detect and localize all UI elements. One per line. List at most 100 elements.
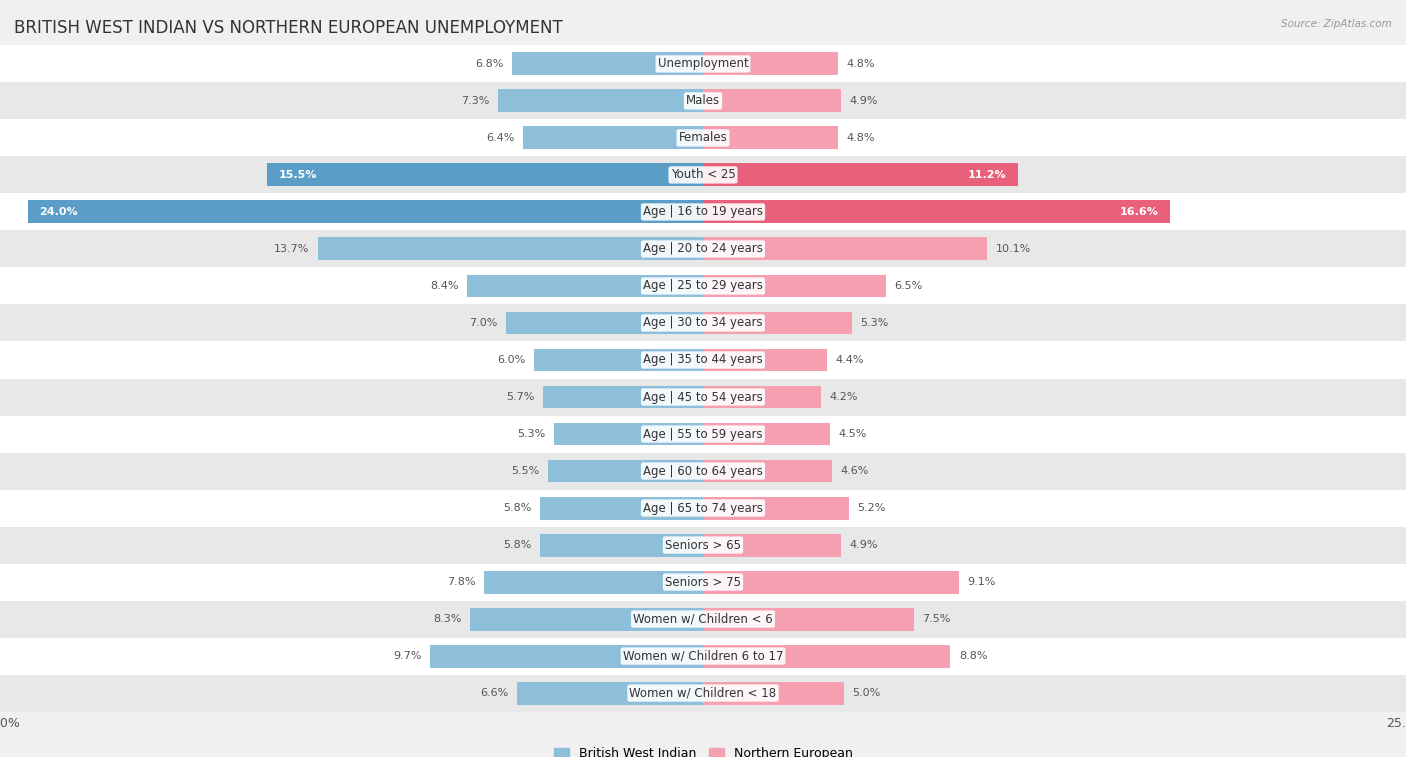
Bar: [703, 385, 821, 409]
Text: 5.3%: 5.3%: [860, 318, 889, 328]
Text: Age | 45 to 54 years: Age | 45 to 54 years: [643, 391, 763, 403]
Text: 7.5%: 7.5%: [922, 614, 950, 624]
Bar: [0, 83, 1406, 120]
Text: Females: Females: [679, 132, 727, 145]
Text: Age | 60 to 64 years: Age | 60 to 64 years: [643, 465, 763, 478]
Bar: [512, 52, 703, 76]
Bar: [0, 267, 1406, 304]
Text: Males: Males: [686, 95, 720, 107]
Text: 5.3%: 5.3%: [517, 429, 546, 439]
Bar: [703, 275, 886, 298]
Text: 9.1%: 9.1%: [967, 577, 995, 587]
Text: Age | 30 to 34 years: Age | 30 to 34 years: [643, 316, 763, 329]
Bar: [703, 238, 987, 260]
Bar: [470, 608, 703, 631]
Text: 16.6%: 16.6%: [1119, 207, 1159, 217]
Bar: [703, 681, 844, 705]
Text: 5.8%: 5.8%: [503, 503, 531, 513]
Bar: [703, 497, 849, 519]
Text: Seniors > 65: Seniors > 65: [665, 538, 741, 552]
Text: Age | 16 to 19 years: Age | 16 to 19 years: [643, 205, 763, 219]
Text: 4.5%: 4.5%: [838, 429, 866, 439]
Bar: [703, 312, 852, 335]
Bar: [703, 348, 827, 372]
Bar: [0, 637, 1406, 674]
Text: 6.0%: 6.0%: [498, 355, 526, 365]
Text: Source: ZipAtlas.com: Source: ZipAtlas.com: [1281, 19, 1392, 29]
Bar: [703, 534, 841, 556]
Text: 4.2%: 4.2%: [830, 392, 858, 402]
Text: Age | 20 to 24 years: Age | 20 to 24 years: [643, 242, 763, 255]
Text: 5.7%: 5.7%: [506, 392, 534, 402]
Bar: [517, 681, 703, 705]
Text: 5.0%: 5.0%: [852, 688, 880, 698]
Bar: [703, 608, 914, 631]
Bar: [703, 571, 959, 593]
Text: 4.8%: 4.8%: [846, 59, 875, 69]
Bar: [0, 45, 1406, 83]
Bar: [0, 674, 1406, 712]
Bar: [703, 52, 838, 76]
Text: Women w/ Children < 18: Women w/ Children < 18: [630, 687, 776, 699]
Text: Women w/ Children < 6: Women w/ Children < 6: [633, 612, 773, 625]
Text: 4.9%: 4.9%: [849, 96, 877, 106]
Bar: [0, 563, 1406, 600]
Text: 6.4%: 6.4%: [486, 133, 515, 143]
Bar: [0, 490, 1406, 527]
Text: 4.9%: 4.9%: [849, 540, 877, 550]
Bar: [540, 534, 703, 556]
Text: 11.2%: 11.2%: [969, 170, 1007, 180]
Bar: [0, 304, 1406, 341]
Text: 24.0%: 24.0%: [39, 207, 77, 217]
Bar: [523, 126, 703, 149]
Bar: [703, 126, 838, 149]
Text: 8.8%: 8.8%: [959, 651, 987, 661]
Text: Unemployment: Unemployment: [658, 58, 748, 70]
Bar: [548, 459, 703, 482]
Text: 13.7%: 13.7%: [274, 244, 309, 254]
Text: 8.3%: 8.3%: [433, 614, 461, 624]
Text: 7.3%: 7.3%: [461, 96, 489, 106]
Bar: [0, 416, 1406, 453]
Bar: [0, 157, 1406, 194]
Bar: [0, 527, 1406, 563]
Bar: [267, 164, 703, 186]
Bar: [0, 600, 1406, 637]
Bar: [703, 89, 841, 112]
Text: BRITISH WEST INDIAN VS NORTHERN EUROPEAN UNEMPLOYMENT: BRITISH WEST INDIAN VS NORTHERN EUROPEAN…: [14, 19, 562, 37]
Text: 7.0%: 7.0%: [470, 318, 498, 328]
Text: Age | 65 to 74 years: Age | 65 to 74 years: [643, 502, 763, 515]
Text: 4.8%: 4.8%: [846, 133, 875, 143]
Bar: [703, 459, 832, 482]
Text: 5.8%: 5.8%: [503, 540, 531, 550]
Text: 15.5%: 15.5%: [278, 170, 316, 180]
Bar: [0, 341, 1406, 378]
Bar: [0, 120, 1406, 157]
Text: 4.4%: 4.4%: [835, 355, 863, 365]
Text: 10.1%: 10.1%: [995, 244, 1031, 254]
Bar: [703, 645, 950, 668]
Bar: [430, 645, 703, 668]
Text: 4.6%: 4.6%: [841, 466, 869, 476]
Legend: British West Indian, Northern European: British West Indian, Northern European: [548, 743, 858, 757]
Text: 8.4%: 8.4%: [430, 281, 458, 291]
Text: Seniors > 75: Seniors > 75: [665, 575, 741, 588]
Text: 6.8%: 6.8%: [475, 59, 503, 69]
Bar: [318, 238, 703, 260]
Bar: [28, 201, 703, 223]
Text: Youth < 25: Youth < 25: [671, 169, 735, 182]
Text: 6.6%: 6.6%: [481, 688, 509, 698]
Bar: [540, 497, 703, 519]
Bar: [703, 422, 830, 445]
Bar: [484, 571, 703, 593]
Text: 9.7%: 9.7%: [394, 651, 422, 661]
Bar: [0, 378, 1406, 416]
Bar: [0, 453, 1406, 490]
Bar: [0, 230, 1406, 267]
Bar: [506, 312, 703, 335]
Bar: [543, 385, 703, 409]
Text: Age | 25 to 29 years: Age | 25 to 29 years: [643, 279, 763, 292]
Bar: [703, 201, 1170, 223]
Text: 5.5%: 5.5%: [512, 466, 540, 476]
Bar: [0, 194, 1406, 230]
